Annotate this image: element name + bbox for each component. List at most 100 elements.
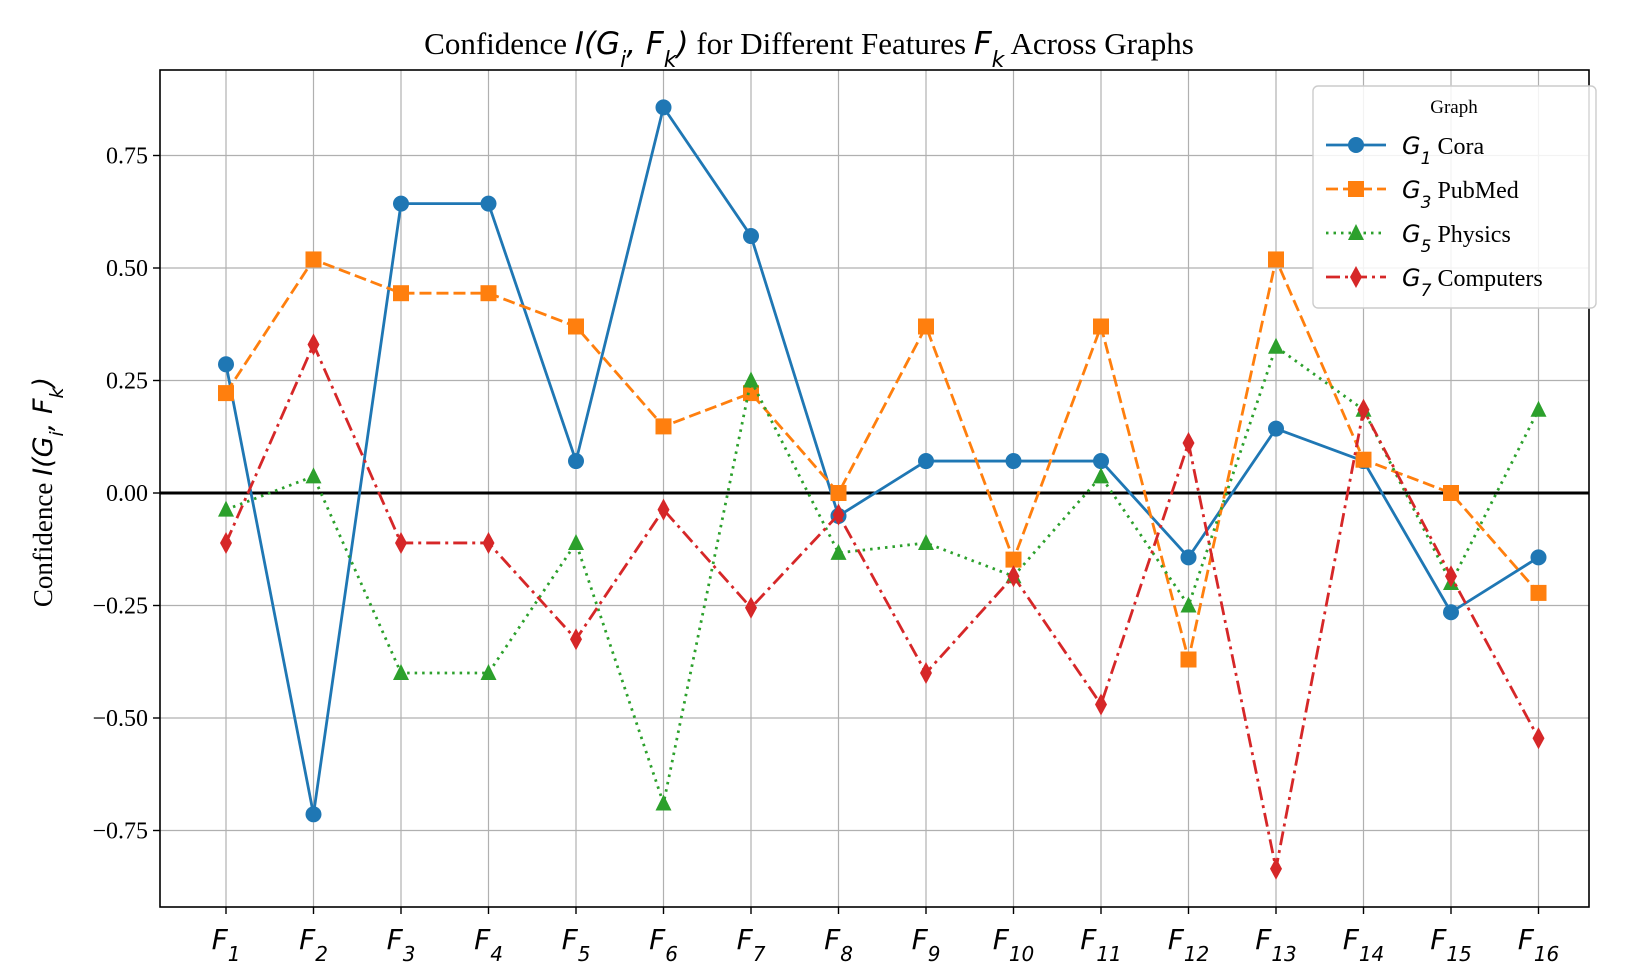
data-point — [830, 485, 847, 501]
data-point — [568, 318, 584, 335]
data-point — [1180, 549, 1197, 566]
data-point — [1355, 451, 1372, 468]
data-point — [1357, 398, 1370, 421]
data-point — [1182, 432, 1195, 455]
data-point — [830, 543, 847, 560]
legend-marker — [1348, 137, 1364, 153]
series-line-pubmed — [224, 258, 1540, 661]
series-line-physics — [225, 345, 1540, 805]
x-tick-label: F12 — [1168, 923, 1210, 966]
x-tick-label: F16 — [1518, 923, 1560, 966]
chart-title: Confidence I(Gi, Fk) for Different Featu… — [424, 26, 1194, 73]
legend-marker — [1348, 224, 1364, 240]
data-point — [743, 228, 759, 245]
data-point — [1180, 596, 1197, 613]
series-line-computers — [224, 343, 1540, 871]
data-point — [1268, 420, 1284, 437]
series-group — [218, 99, 1547, 880]
x-tick-label: F9 — [912, 923, 941, 966]
x-tick-label: F6 — [649, 923, 678, 966]
data-point — [1530, 584, 1547, 601]
data-point — [1093, 453, 1109, 470]
data-point — [655, 99, 672, 116]
data-point — [480, 285, 497, 302]
y-tick-label: 0.75 — [106, 144, 148, 170]
data-point — [1093, 467, 1109, 484]
legend-item-pubmed: G3 PubMed — [1326, 176, 1519, 213]
data-point — [920, 662, 932, 684]
data-point — [305, 467, 322, 484]
x-tick-label: F1 — [212, 923, 241, 966]
y-tick-label: −0.25 — [92, 594, 148, 620]
data-point — [1443, 485, 1459, 501]
x-tick-label: F2 — [299, 923, 328, 966]
data-point — [568, 453, 584, 470]
series-computers — [220, 333, 1545, 880]
legend-label: G7 Computers — [1402, 264, 1543, 301]
data-point — [305, 806, 322, 823]
data-point — [568, 533, 584, 550]
y-tick-label: −0.50 — [92, 706, 148, 732]
data-point — [1005, 453, 1022, 470]
legend-marker — [1348, 181, 1364, 197]
data-point — [1530, 400, 1547, 417]
data-point — [1095, 693, 1107, 716]
plot-frame — [159, 69, 1590, 908]
x-tick-label: F10 — [993, 923, 1035, 966]
data-point — [1007, 565, 1020, 588]
legend: Graph G1 Cora G3 PubMed G5 Physics G7 Compu… — [1312, 85, 1597, 309]
legend-label: G1 Cora — [1402, 132, 1484, 169]
data-point — [482, 531, 495, 554]
data-point — [743, 371, 759, 388]
data-point — [655, 794, 672, 811]
data-point — [480, 195, 497, 212]
data-point — [307, 333, 320, 356]
data-point — [218, 500, 234, 517]
data-point — [918, 533, 934, 550]
x-tick-label: F11 — [1080, 923, 1122, 966]
data-point — [480, 664, 497, 680]
y-tick-label: −0.75 — [92, 819, 148, 845]
data-point — [832, 503, 845, 526]
data-point — [218, 385, 234, 402]
data-point — [1180, 651, 1197, 668]
data-point — [220, 531, 232, 554]
x-tick-label: F4 — [474, 923, 503, 966]
legend-label: G5 Physics — [1402, 220, 1511, 257]
data-point — [305, 251, 322, 268]
data-point — [1530, 549, 1547, 566]
x-tick-label: F3 — [387, 923, 416, 966]
data-point — [1268, 337, 1284, 354]
x-tick-label: F14 — [1343, 923, 1385, 966]
x-tick-label: F13 — [1255, 923, 1297, 966]
legend-item-physics: G5 Physics — [1326, 220, 1511, 257]
data-point — [1270, 857, 1282, 880]
x-tick-label: F7 — [737, 923, 766, 966]
y-axis-label: Confidence I(Gi, Fk) — [28, 377, 68, 607]
data-point — [655, 418, 672, 435]
data-point — [1093, 318, 1109, 335]
x-axis-ticks: F1 F2 F3 F4 F5 F6 F7 F8 F9 F10 F11 F12 F13 F14 F15 F16 — [212, 907, 1560, 966]
legend-item-cora: G1 Cora — [1326, 132, 1484, 169]
data-point — [218, 356, 234, 373]
x-tick-label: F5 — [562, 923, 591, 966]
x-tick-label: F15 — [1430, 923, 1472, 966]
series-line-cora — [224, 105, 1540, 816]
data-point — [393, 195, 409, 212]
data-point — [1445, 565, 1457, 588]
data-point — [395, 531, 407, 554]
y-axis-ticks: −0.75 −0.50 −0.25 0.00 0.25 0.50 0.75 — [92, 144, 160, 845]
data-point — [393, 664, 409, 680]
x-tick-label: F8 — [824, 923, 853, 966]
data-point — [745, 596, 757, 619]
legend-label: G3 PubMed — [1402, 176, 1519, 213]
data-point — [918, 318, 934, 335]
legend-box — [1312, 85, 1597, 309]
data-point — [1005, 551, 1022, 568]
y-tick-label: 0.50 — [106, 256, 148, 282]
data-point — [570, 628, 582, 651]
legend-title: Graph — [1430, 97, 1478, 118]
series-pubmed — [218, 251, 1547, 668]
data-point — [1268, 251, 1284, 268]
